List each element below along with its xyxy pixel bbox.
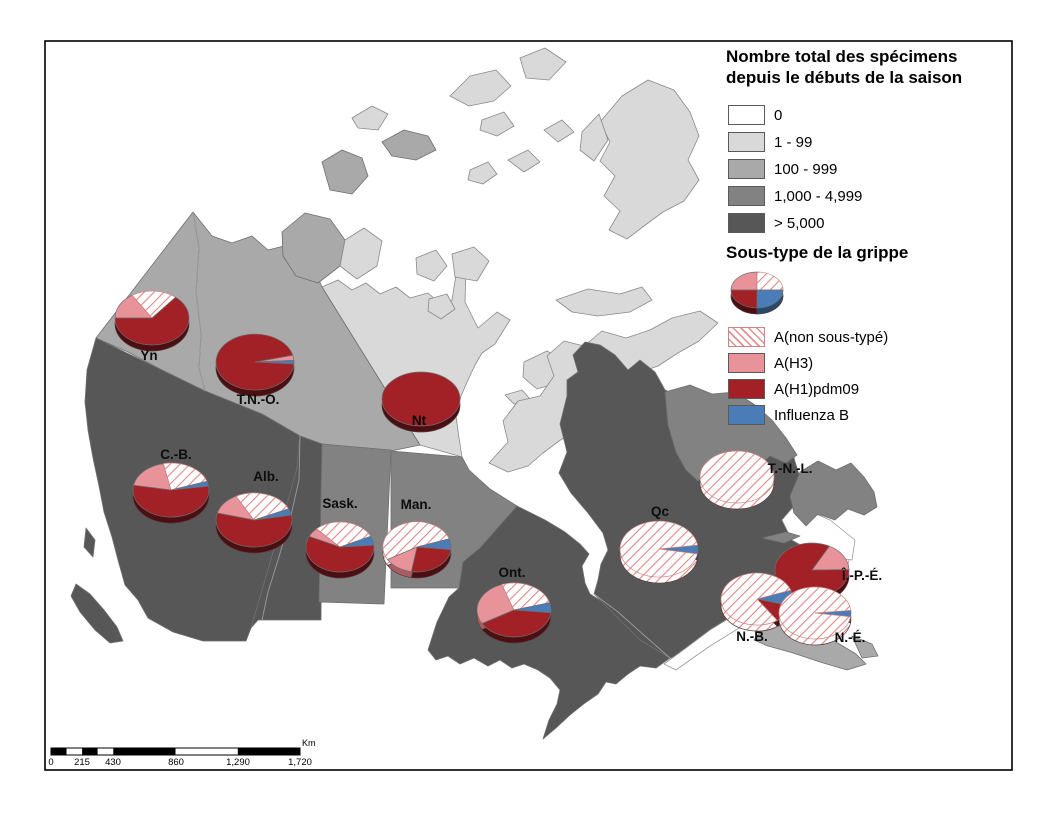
legend-title-line1: Nombre total des spécimens bbox=[726, 47, 958, 66]
map-region bbox=[507, 149, 541, 173]
province-labels: Yn T.N.-O. Nt C.-B. Alb. Sask. Man. Ont. Qc T.-N.… bbox=[140, 348, 882, 645]
pie-tnl bbox=[699, 450, 775, 510]
subtype-legend-title: Sous-type de la grippe bbox=[726, 243, 909, 262]
map-region bbox=[321, 149, 369, 195]
scale-label: 0 bbox=[48, 757, 53, 768]
province-label-nb: N.-B. bbox=[736, 629, 768, 644]
map-region bbox=[427, 293, 456, 320]
category-label: 0 bbox=[774, 107, 783, 124]
subtype-swatch-h1 bbox=[728, 379, 765, 399]
pie-sk bbox=[305, 521, 375, 579]
map-region bbox=[467, 161, 498, 185]
province-label-ab: Alb. bbox=[253, 469, 279, 484]
subtype-swatch-h3 bbox=[728, 353, 765, 373]
map-region bbox=[543, 119, 575, 143]
subtype-label: A(non sous-typé) bbox=[774, 329, 889, 346]
scale-label: 860 bbox=[168, 757, 184, 768]
map-region bbox=[599, 79, 700, 240]
map-region bbox=[449, 69, 512, 107]
subtype-swatch-hatched bbox=[728, 327, 765, 347]
map-region bbox=[381, 129, 437, 161]
scale-bar: 0 215 430 860 1,290 1,720 Km bbox=[48, 738, 315, 768]
pie-on bbox=[476, 582, 552, 644]
map-region bbox=[415, 249, 448, 282]
scale-label: 215 bbox=[74, 757, 90, 768]
province-label-sk: Sask. bbox=[322, 496, 357, 511]
map-region bbox=[479, 111, 515, 137]
legend-title: Nombre total des spécimens depuis le déb… bbox=[726, 46, 962, 88]
category-swatch-1 bbox=[728, 132, 765, 152]
pie-tno bbox=[215, 333, 295, 397]
province-label-mb: Man. bbox=[401, 497, 432, 512]
map-region bbox=[83, 527, 96, 558]
pie-mb bbox=[382, 521, 452, 579]
map-region bbox=[789, 460, 878, 527]
scale-unit-label: Km bbox=[302, 738, 316, 748]
province-label-ne: N.-É. bbox=[835, 630, 866, 645]
pie-ab bbox=[215, 492, 293, 554]
map-region bbox=[351, 105, 389, 131]
map-region bbox=[70, 583, 124, 644]
pie-ne bbox=[778, 586, 852, 646]
category-label: 1,000 - 4,999 bbox=[774, 188, 863, 205]
map-frame bbox=[44, 40, 1013, 771]
map-region bbox=[579, 113, 609, 162]
map-region bbox=[519, 47, 567, 81]
pie-qc bbox=[619, 520, 699, 584]
province-label-qc: Qc bbox=[651, 504, 670, 519]
subtype-label: A(H1)pdm09 bbox=[774, 381, 860, 398]
pie-cb bbox=[132, 462, 210, 524]
pie-legend-sample bbox=[730, 271, 784, 315]
map-region bbox=[555, 286, 653, 317]
map-region bbox=[339, 227, 383, 280]
category-swatch-4 bbox=[728, 213, 765, 233]
province-label-on: Ont. bbox=[499, 565, 526, 580]
legend-title-line2: depuis le débuts de la saison bbox=[726, 68, 963, 87]
category-label: 1 - 99 bbox=[774, 134, 813, 151]
scale-label: 1,720 bbox=[288, 757, 312, 768]
province-label-ipe: Î.-P.-É. bbox=[841, 568, 882, 583]
province-label-yn: Yn bbox=[140, 348, 157, 363]
landmass-regions bbox=[70, 47, 879, 740]
province-label-cb: C.-B. bbox=[160, 447, 192, 462]
subtype-swatch-b bbox=[728, 405, 765, 425]
pie-nt bbox=[381, 371, 461, 433]
category-label: 100 - 999 bbox=[774, 161, 838, 178]
province-label-tnl: T.-N.-L. bbox=[768, 461, 813, 476]
province-label-nt: Nt bbox=[412, 413, 427, 428]
category-swatch-3 bbox=[728, 186, 765, 206]
scale-label: 430 bbox=[105, 757, 121, 768]
subtype-label: A(H3) bbox=[774, 355, 814, 372]
map-region bbox=[451, 246, 490, 282]
category-swatch-2 bbox=[728, 159, 765, 179]
category-swatch-0 bbox=[728, 105, 765, 125]
map-region bbox=[761, 531, 801, 544]
category-label: > 5,000 bbox=[774, 215, 825, 232]
subtype-label: Influenza B bbox=[774, 407, 850, 424]
pie-yn bbox=[114, 290, 190, 352]
scale-label: 1,290 bbox=[226, 757, 250, 768]
map-region bbox=[851, 635, 879, 659]
province-label-tno: T.N.-O. bbox=[237, 392, 280, 407]
